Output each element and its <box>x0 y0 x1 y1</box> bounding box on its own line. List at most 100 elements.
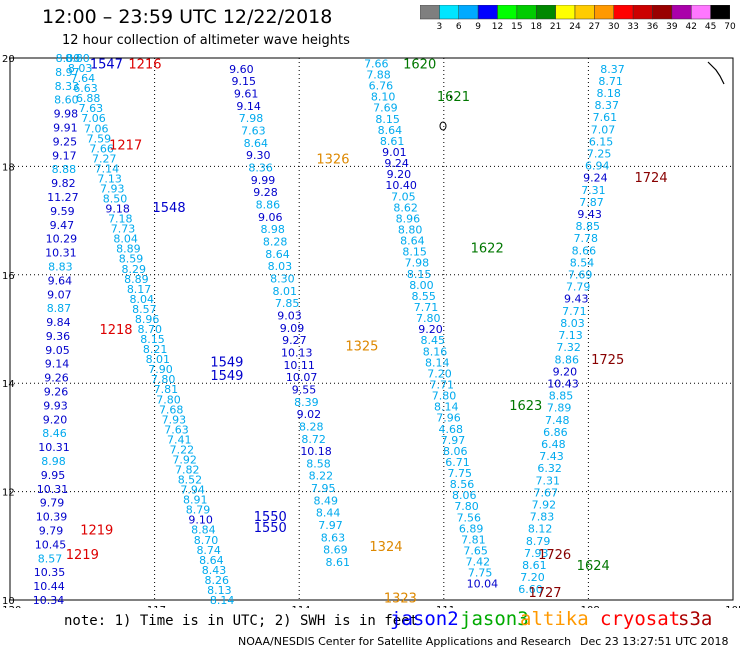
swh-value: 8.55 <box>411 290 436 303</box>
swh-value: 9.20 <box>418 323 443 336</box>
track-time-label: 1726 <box>538 548 571 563</box>
swh-value: 9.03 <box>277 309 302 322</box>
swh-value: 8.64 <box>199 554 224 567</box>
colorbar-label: 12 <box>491 22 504 32</box>
swh-value: 8.61 <box>380 135 405 148</box>
swh-value: 8.16 <box>423 345 448 358</box>
swh-value: 9.25 <box>53 135 78 148</box>
swh-value: 8.66 <box>572 244 597 257</box>
swh-value: 9.98 <box>54 108 79 121</box>
swh-value: 8.89 <box>116 243 141 256</box>
swh-value: 6.71 <box>445 456 470 469</box>
map-frame <box>9 57 734 601</box>
swh-value: 6.76 <box>369 80 394 93</box>
swh-value: 11.27 <box>47 191 79 204</box>
swh-value: 7.64 <box>71 72 96 85</box>
swh-value: 8.46 <box>42 427 67 440</box>
swh-value: 7.25 <box>587 148 612 161</box>
swh-value: 9.17 <box>52 149 77 162</box>
swh-value: 7.56 <box>457 511 482 524</box>
swh-value: 7.06 <box>84 122 109 135</box>
swh-value: 8.52 <box>178 474 203 487</box>
swh-value: 8.17 <box>127 283 152 296</box>
track-time-label: 1548 <box>153 201 186 216</box>
swh-value: 7.96 <box>436 412 461 425</box>
swh-value: 9.84 <box>46 316 71 329</box>
island-dot <box>449 95 453 99</box>
colorbar-label: 27 <box>588 22 601 32</box>
legend-altika: altika <box>520 608 589 630</box>
swh-value: 8.87 <box>47 302 72 315</box>
swh-value: 8.89 <box>124 273 149 286</box>
swh-value: 7.63 <box>241 124 266 137</box>
colorbar-label: 18 <box>530 22 542 32</box>
swh-value: 6.89 <box>459 522 484 535</box>
swh-value: 8.86 <box>555 353 580 366</box>
swh-value: 8.79 <box>526 535 551 548</box>
swh-value: 8.72 <box>301 433 326 446</box>
track-time-label: 1622 <box>471 242 504 257</box>
track-time-label: 1725 <box>591 353 624 368</box>
swh-value: 8.45 <box>420 334 445 347</box>
swh-value: 10.43 <box>547 377 579 390</box>
lon-tick-label: -111 <box>432 605 455 608</box>
swh-value: 7.79 <box>566 281 591 294</box>
timestamp-text: Dec 23 13:27:51 UTC 2018 <box>580 635 729 648</box>
track-time-label: 1326 <box>316 152 349 167</box>
swh-value: 9.07 <box>47 288 72 301</box>
swh-value: 8.39 <box>294 396 319 409</box>
swh-value: 8.98 <box>260 223 285 236</box>
swh-value: 8.15 <box>407 268 432 281</box>
swh-value: 8.63 <box>321 531 346 544</box>
colorbar-label: 42 <box>685 22 697 32</box>
swh-value: 7.88 <box>366 68 391 81</box>
track-time-label: 1218 <box>99 323 132 338</box>
swh-value: 8.86 <box>256 198 281 211</box>
swh-value: 8.70 <box>194 534 219 547</box>
swh-value: 7.80 <box>151 373 176 386</box>
swh-value: 8.88 <box>52 163 77 176</box>
track-time-label: 1325 <box>345 339 378 354</box>
swh-value: 8.83 <box>48 260 73 273</box>
swh-value: 7.41 <box>167 433 192 446</box>
swh-value: 8.49 <box>313 494 338 507</box>
swh-value: 9.15 <box>232 75 257 88</box>
swh-value: 7.06 <box>81 112 106 125</box>
legend-jason3: jason3 <box>460 608 529 630</box>
swh-value: 7.27 <box>92 152 117 165</box>
swh-value: 9.24 <box>384 157 409 170</box>
swh-value: 8.30 <box>270 272 295 285</box>
swh-value: 8.13 <box>207 584 232 597</box>
swh-value: 8.21 <box>143 343 168 356</box>
colorbar-label: 15 <box>511 22 523 32</box>
swh-value: 7.93 <box>524 547 549 560</box>
swh-value: 8.60 <box>54 94 79 107</box>
lat-tick-label: 20 <box>2 54 15 65</box>
swh-value: 8.74 <box>196 544 221 557</box>
swh-value: 9.59 <box>50 205 75 218</box>
swh-value: 8.04 <box>113 233 138 246</box>
track-time-label: 1219 <box>66 548 99 563</box>
swh-value: 7.66 <box>89 142 114 155</box>
swh-value: 7.78 <box>574 232 599 245</box>
swh-value: 8.84 <box>191 524 216 537</box>
swh-value: 8.18 <box>596 87 621 100</box>
swh-value: 7.63 <box>79 102 104 115</box>
swh-value: 7.20 <box>427 367 452 380</box>
swh-value: 8.14 <box>425 356 450 369</box>
swh-value: 7.93 <box>162 413 187 426</box>
swh-value: 7.98 <box>239 112 264 125</box>
swh-value: 7.48 <box>545 414 570 427</box>
swh-value: 10.39 <box>36 511 68 524</box>
swh-value: 9.26 <box>44 386 69 399</box>
swh-value: 8.70 <box>138 323 163 336</box>
track-time-label: 1727 <box>528 586 561 601</box>
swh-value: 7.90 <box>148 363 173 376</box>
swh-value: 6.63 <box>73 82 98 95</box>
swh-value: 7.93 <box>100 182 125 195</box>
footer-note: note: 1) Time is in UTC; 2) SWH is in fe… <box>64 613 419 629</box>
swh-value: 9.55 <box>292 383 317 396</box>
colorbar-label: 70 <box>724 22 736 32</box>
swh-value: 8.33 <box>55 80 80 93</box>
swh-value: 8.36 <box>248 161 273 174</box>
